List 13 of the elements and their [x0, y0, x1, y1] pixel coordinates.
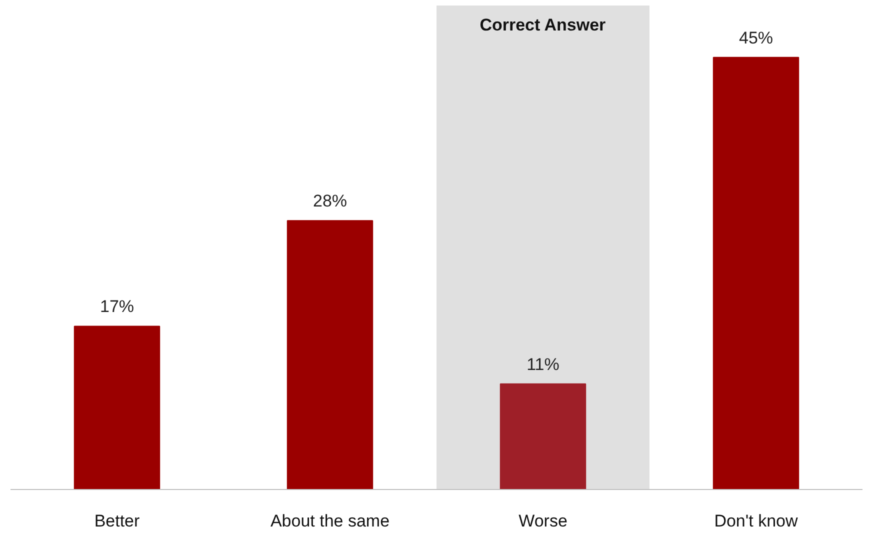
bar [500, 383, 586, 490]
bar [712, 56, 800, 490]
band-label: Correct Answer [480, 15, 606, 34]
data-label: 11% [526, 354, 560, 374]
x-tick-label: Better [94, 512, 140, 530]
x-tick-label: Worse [518, 512, 568, 530]
data-label: 45% [738, 28, 774, 48]
bar [286, 220, 374, 490]
x-tick-label: Don't know [714, 512, 799, 530]
data-label: 28% [312, 192, 348, 211]
bar [74, 326, 160, 490]
data-label: 17% [100, 297, 134, 316]
x-tick-label: About the same [270, 512, 390, 530]
